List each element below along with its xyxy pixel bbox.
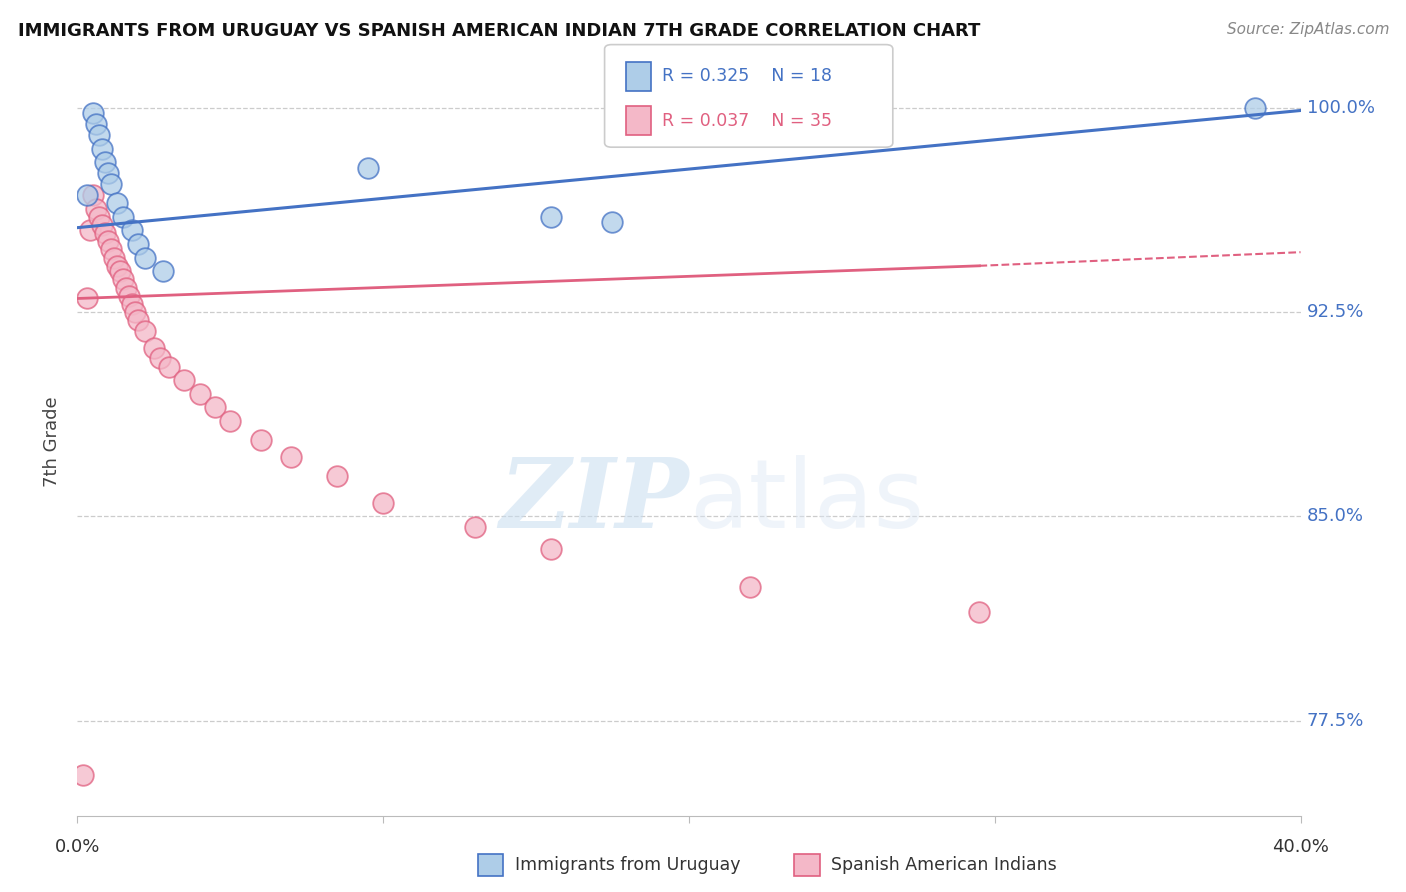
Point: [188, 387, 211, 401]
Point: [152, 264, 174, 278]
Point: [149, 351, 172, 366]
Point: [326, 468, 349, 483]
Point: [76, 292, 98, 306]
Point: [115, 280, 138, 294]
Text: 85.0%: 85.0%: [1306, 508, 1364, 525]
Point: [84, 117, 107, 131]
Point: [173, 373, 195, 387]
Point: [540, 542, 562, 557]
Point: [94, 226, 117, 240]
Point: [87, 210, 110, 224]
Point: [112, 272, 135, 286]
Point: [740, 580, 762, 594]
Point: [280, 450, 302, 464]
Point: [124, 305, 146, 319]
Point: [76, 188, 98, 202]
Text: 92.5%: 92.5%: [1306, 303, 1364, 321]
Text: R = 0.325    N = 18: R = 0.325 N = 18: [662, 68, 832, 86]
Point: [90, 142, 112, 156]
Point: [969, 605, 991, 619]
Point: [127, 237, 149, 252]
Point: [118, 289, 141, 303]
Point: [84, 202, 107, 216]
Point: [602, 215, 624, 229]
Point: [82, 188, 104, 202]
Point: [540, 210, 562, 224]
Point: [142, 341, 165, 355]
Point: [105, 259, 128, 273]
Point: [121, 297, 143, 311]
Text: ZIP: ZIP: [499, 455, 689, 549]
Point: [1243, 101, 1265, 115]
Point: [250, 433, 273, 447]
Point: [105, 196, 128, 211]
Point: [134, 324, 156, 338]
Point: [97, 234, 120, 248]
Text: IMMIGRANTS FROM URUGUAY VS SPANISH AMERICAN INDIAN 7TH GRADE CORRELATION CHART: IMMIGRANTS FROM URUGUAY VS SPANISH AMERI…: [18, 22, 980, 40]
Point: [121, 223, 143, 237]
Point: [82, 106, 104, 120]
Y-axis label: 7th Grade: 7th Grade: [44, 396, 62, 487]
Point: [371, 496, 394, 510]
Text: Spanish American Indians: Spanish American Indians: [831, 855, 1057, 874]
Point: [79, 223, 101, 237]
Point: [112, 210, 135, 224]
Text: Source: ZipAtlas.com: Source: ZipAtlas.com: [1226, 22, 1389, 37]
Text: 40.0%: 40.0%: [1272, 838, 1329, 856]
Point: [97, 166, 120, 180]
Point: [108, 264, 131, 278]
Text: atlas: atlas: [689, 455, 924, 548]
Point: [219, 414, 242, 428]
Point: [464, 520, 486, 534]
Point: [100, 177, 122, 191]
Point: [204, 401, 226, 415]
Point: [103, 251, 125, 265]
Point: [72, 768, 94, 782]
Point: [134, 251, 156, 265]
Text: 100.0%: 100.0%: [1306, 99, 1375, 117]
Text: 0.0%: 0.0%: [55, 838, 100, 856]
Text: 77.5%: 77.5%: [1306, 712, 1364, 730]
Point: [157, 359, 180, 374]
Point: [90, 218, 112, 232]
Text: R = 0.037    N = 35: R = 0.037 N = 35: [662, 112, 832, 129]
Point: [87, 128, 110, 142]
Point: [100, 243, 122, 257]
Point: [357, 161, 380, 175]
Point: [94, 155, 117, 169]
Text: Immigrants from Uruguay: Immigrants from Uruguay: [515, 855, 740, 874]
Point: [127, 313, 149, 327]
